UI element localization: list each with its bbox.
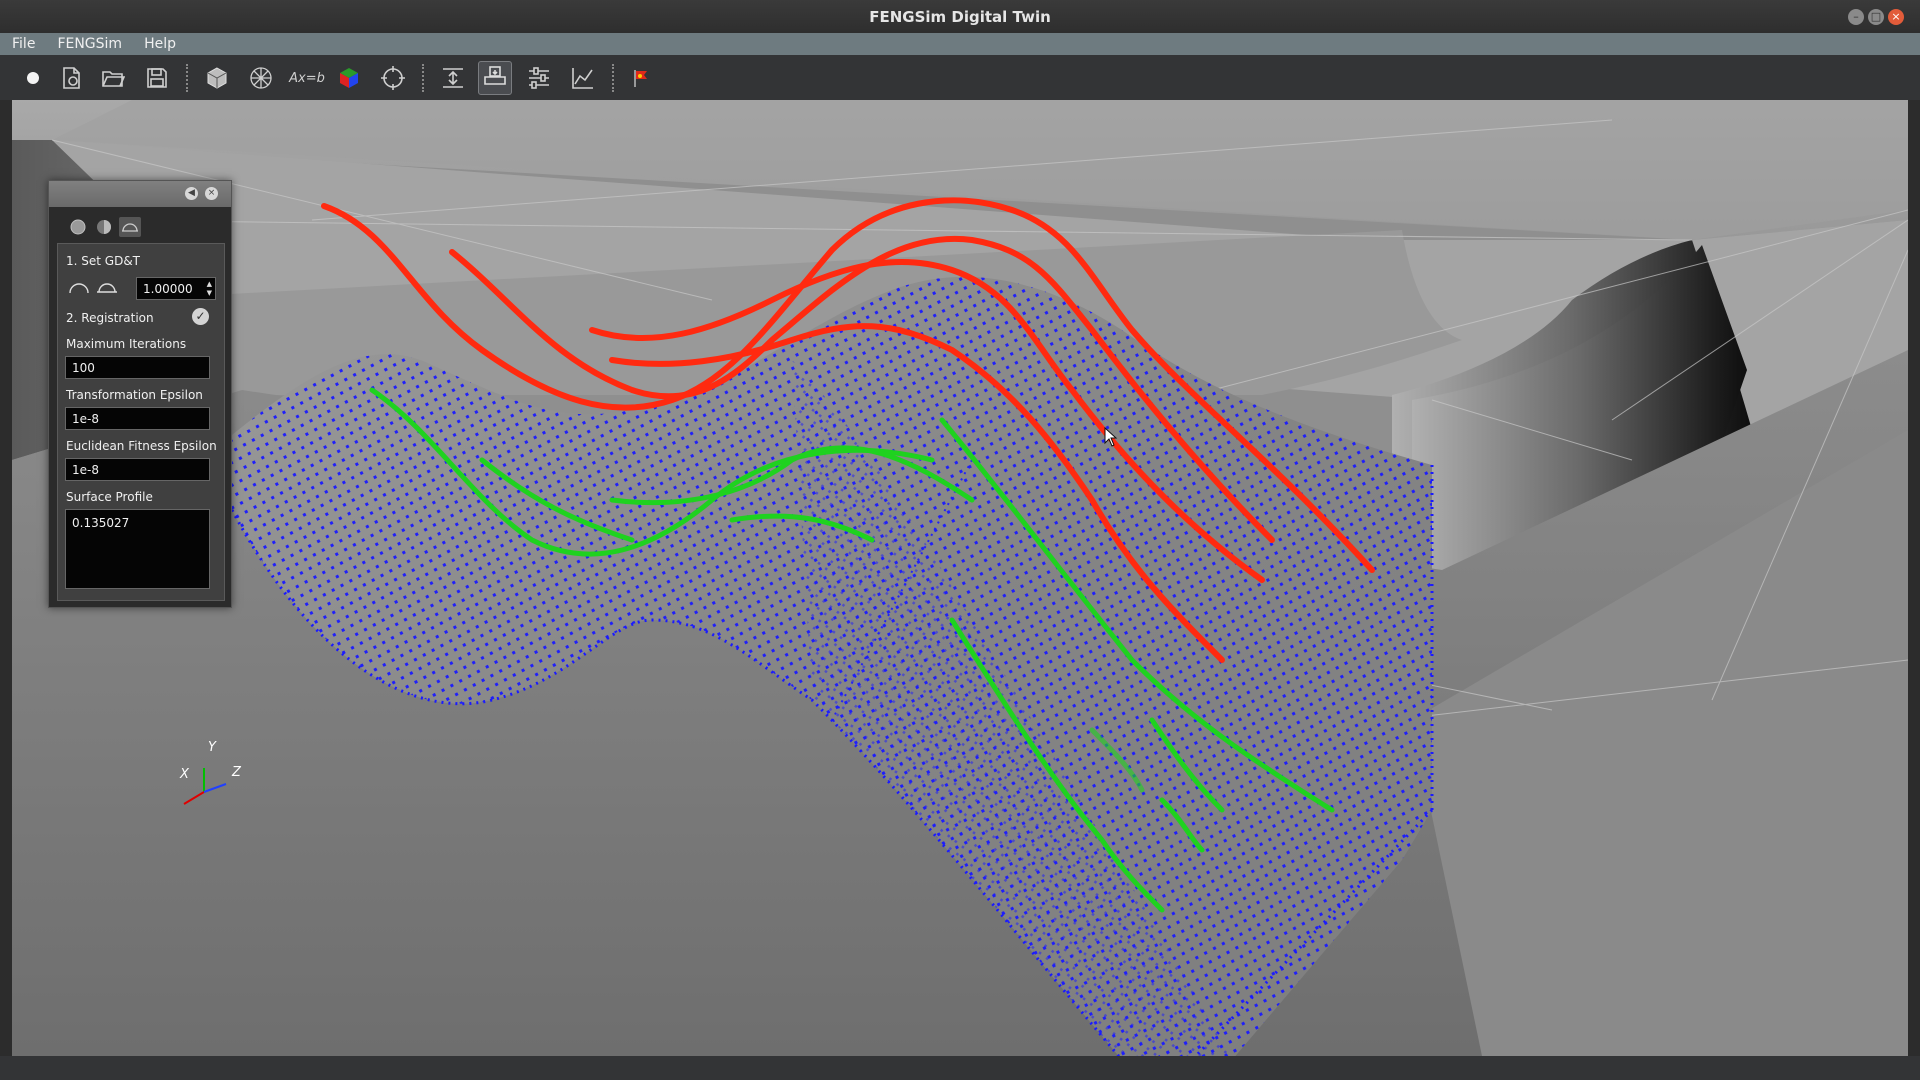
fitness-epsilon-label: Euclidean Fitness Epsilon xyxy=(66,439,217,453)
fitness-epsilon-input[interactable]: 1e-8 xyxy=(65,458,210,481)
profile-surface-icon[interactable] xyxy=(96,280,118,299)
spin-down-icon[interactable]: ▼ xyxy=(206,289,212,297)
tolerance-spinbox[interactable]: 1.00000 ▲ ▼ xyxy=(136,277,216,300)
3d-viewport[interactable]: Y X Z xyxy=(12,100,1908,1056)
solid-cube-icon[interactable] xyxy=(200,61,234,95)
arc-tab-icon[interactable] xyxy=(119,217,141,237)
surface-profile-label: Surface Profile xyxy=(66,490,153,504)
flag-icon[interactable] xyxy=(624,61,658,95)
level-icon[interactable] xyxy=(436,61,470,95)
point-cloud-surface xyxy=(230,276,1434,1056)
3d-scene[interactable] xyxy=(12,100,1908,1056)
transformation-epsilon-label: Transformation Epsilon xyxy=(66,388,203,402)
save-icon[interactable] xyxy=(140,61,174,95)
maximize-button[interactable]: □ xyxy=(1868,9,1884,25)
equation-icon[interactable]: Ax=b xyxy=(288,61,326,95)
minimize-button[interactable]: – xyxy=(1848,9,1864,25)
transformation-epsilon-input[interactable]: 1e-8 xyxy=(65,407,210,430)
axis-label-z: Z xyxy=(232,765,241,780)
panel-header[interactable]: ◀ × xyxy=(49,181,231,207)
max-iterations-input[interactable]: 100 xyxy=(65,356,210,379)
measured-curves xyxy=(369,387,1335,913)
target-icon[interactable] xyxy=(376,61,410,95)
open-folder-icon[interactable] xyxy=(96,61,130,95)
wireframe-cube-icon[interactable] xyxy=(244,61,278,95)
reference-curves xyxy=(321,197,1375,663)
tolerance-value: 1.00000 xyxy=(143,282,193,296)
spin-up-icon[interactable]: ▲ xyxy=(206,280,212,288)
menu-file[interactable]: File xyxy=(12,36,36,52)
section-registration: 2. Registration xyxy=(66,311,154,325)
chart-icon[interactable] xyxy=(566,61,600,95)
axis-triad xyxy=(183,768,227,805)
profile-arc-icon[interactable] xyxy=(68,280,90,299)
section-set-gdt: 1. Set GD&T xyxy=(66,254,141,268)
gdt-panel: ◀ × 1. Set GD&T 1.00000 ▲ xyxy=(48,180,232,608)
panel-close-button[interactable]: × xyxy=(205,187,218,200)
half-sphere-tab-icon[interactable] xyxy=(93,217,115,237)
axis-label-y: Y xyxy=(208,740,216,755)
title-bar: FENGSim Digital Twin – □ × xyxy=(0,0,1920,33)
toolbar: Ax=b xyxy=(0,55,1920,100)
new-document-icon[interactable] xyxy=(54,61,88,95)
print-icon[interactable] xyxy=(478,61,512,95)
registration-check-icon[interactable]: ✓ xyxy=(192,308,209,325)
record-dot-icon[interactable] xyxy=(16,61,50,95)
status-bar xyxy=(0,1056,1920,1080)
close-window-button[interactable]: × xyxy=(1888,9,1904,25)
panel-content: 1. Set GD&T 1.00000 ▲ ▼ 2. Registration … xyxy=(57,243,225,601)
menu-bar: File FENGSim Help xyxy=(0,33,1920,55)
color-cube-icon[interactable] xyxy=(332,61,366,95)
settings-icon[interactable] xyxy=(522,61,556,95)
menu-fengsim[interactable]: FENGSim xyxy=(57,36,123,52)
menu-help[interactable]: Help xyxy=(144,36,176,52)
mouse-cursor xyxy=(1104,426,1118,447)
surface-profile-output: 0.135027 xyxy=(65,509,210,589)
sphere-tab-icon[interactable] xyxy=(67,217,89,237)
window-title: FENGSim Digital Twin xyxy=(869,8,1051,26)
max-iterations-label: Maximum Iterations xyxy=(66,337,187,351)
collapse-button[interactable]: ◀ xyxy=(185,187,198,200)
equation-label: Ax=b xyxy=(289,70,325,86)
axis-label-x: X xyxy=(180,767,189,782)
